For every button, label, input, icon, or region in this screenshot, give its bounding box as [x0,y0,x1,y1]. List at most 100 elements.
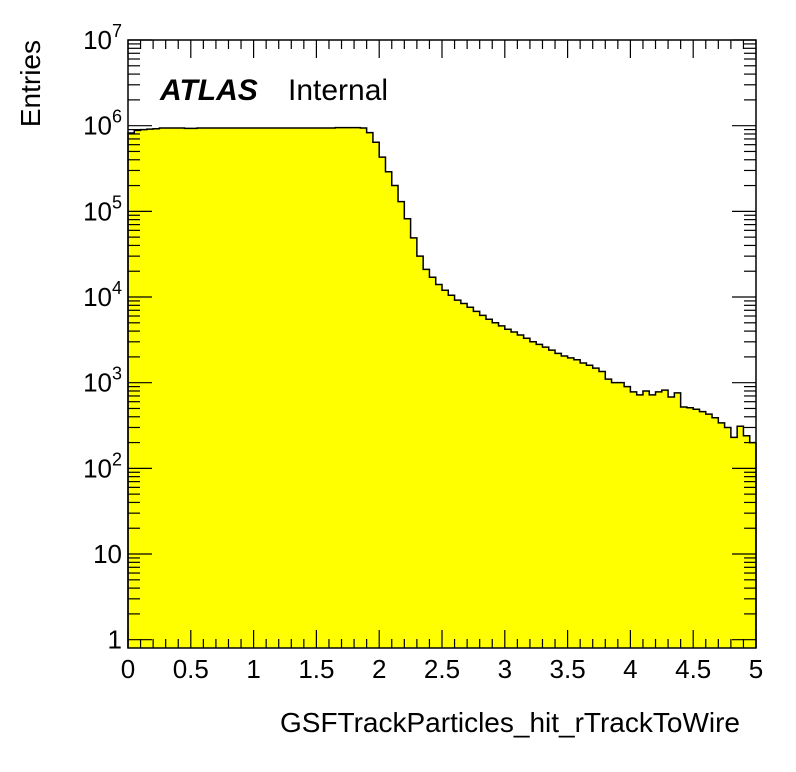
histogram-bin [335,127,342,648]
x-tick-label: 3.5 [550,654,586,684]
y-tick-label: 105 [83,192,122,226]
histogram-bin [379,157,386,648]
histogram-bin [228,127,236,648]
x-tick-label: 4.5 [675,654,711,684]
histogram-bin [247,127,254,648]
x-axis: 0 0.5 1 1.5 2 2.5 3 3.5 4 4.5 5 [121,40,763,684]
y-tick-label: 103 [83,364,122,398]
histogram-bin [410,237,418,648]
histogram-bin [492,322,499,648]
histogram-bin [749,442,757,648]
x-tick-label: 0 [121,654,135,684]
histogram-bin [573,359,581,648]
y-tick-label: 1 [108,625,122,655]
histogram-bin [297,127,305,648]
histogram-bin [630,391,638,648]
histogram-bin [178,127,185,648]
histogram-outline [127,126,757,648]
histogram-bin [347,127,355,648]
histogram-bin [536,344,543,648]
histogram-bin [617,382,625,648]
histogram-bin [473,311,481,648]
histogram-bin [134,130,141,649]
y-tick-label: 102 [83,449,122,483]
histogram-bin [580,362,587,648]
histogram-bin [448,295,455,648]
histogram-bin [730,437,738,648]
histogram-bin [636,394,644,648]
internal-label: Internal [288,74,388,107]
histogram-bin [567,357,575,648]
x-tick-label: 5 [749,654,763,684]
histogram-bin [184,128,192,648]
histogram-bin [517,335,525,648]
histogram-bin [146,129,154,648]
histogram-bin [322,127,330,648]
histogram-bin [372,142,380,648]
histogram-bin [661,390,669,648]
histogram-bin [668,397,675,648]
histogram-bin [266,127,273,648]
histogram-bin [341,127,349,648]
histogram-bin [398,201,405,649]
histogram-bin [140,129,148,648]
histogram-bin [153,128,160,648]
histogram-bin [655,391,663,648]
histogram-bin [693,409,700,648]
histogram-bin [561,355,568,648]
histogram-bin [215,127,223,648]
histogram-bin [599,371,606,648]
histogram-bin [222,127,229,648]
histogram-bin [423,269,430,648]
x-tick-label: 2.5 [424,654,460,684]
histogram-bin [416,256,424,648]
histogram-bin [159,127,167,648]
histogram-bin [498,325,506,648]
y-tick-label: 106 [83,107,122,141]
histogram-bin [278,127,286,648]
x-axis-title: GSFTrackParticles_hit_rTrackToWire [280,707,740,738]
histogram-bin [548,350,556,648]
histogram-bin [241,127,248,648]
histogram-bin [485,319,493,648]
histogram-bin [642,390,650,648]
histogram-bin [592,368,600,648]
histogram-bin [234,127,242,648]
histogram-bin [605,379,612,648]
histogram-bin [209,127,217,648]
histogram-bin [429,277,437,648]
histogram-bin [253,127,261,648]
x-tick-label: 4 [623,654,637,684]
y-tick-label: 10 [93,539,122,569]
histogram-bin [328,127,336,648]
histogram-bin [360,127,368,648]
histogram-bin [165,127,173,648]
histogram-bin [171,127,179,648]
histogram-bin [586,365,594,648]
histogram-bin [404,218,411,648]
histogram-bin [203,127,211,648]
y-tick-label: 107 [83,21,122,55]
histogram-bin [467,307,474,648]
histogram-bin [649,394,656,648]
atlas-label: ATLAS [159,74,258,107]
x-tick-label: 1.5 [298,654,334,684]
histogram-bin [366,132,374,648]
histogram-bin [354,127,361,648]
histogram-bin [303,127,311,648]
histogram-bin [737,426,744,648]
histogram-bin [712,417,719,648]
histogram-bin [435,284,443,648]
x-tick-label: 1 [246,654,260,684]
y-axis: 1 10 102 103 104 105 106 107 [83,21,756,655]
histogram-bin [611,382,619,648]
histogram-bin [705,414,713,648]
histogram-bin [272,127,280,648]
histogram-bin [291,127,298,648]
histogram-bin [686,407,694,648]
histogram-bin [391,185,399,648]
x-tick-label: 3 [498,654,512,684]
histogram-bin [190,128,198,648]
histogram-bin [718,422,725,648]
